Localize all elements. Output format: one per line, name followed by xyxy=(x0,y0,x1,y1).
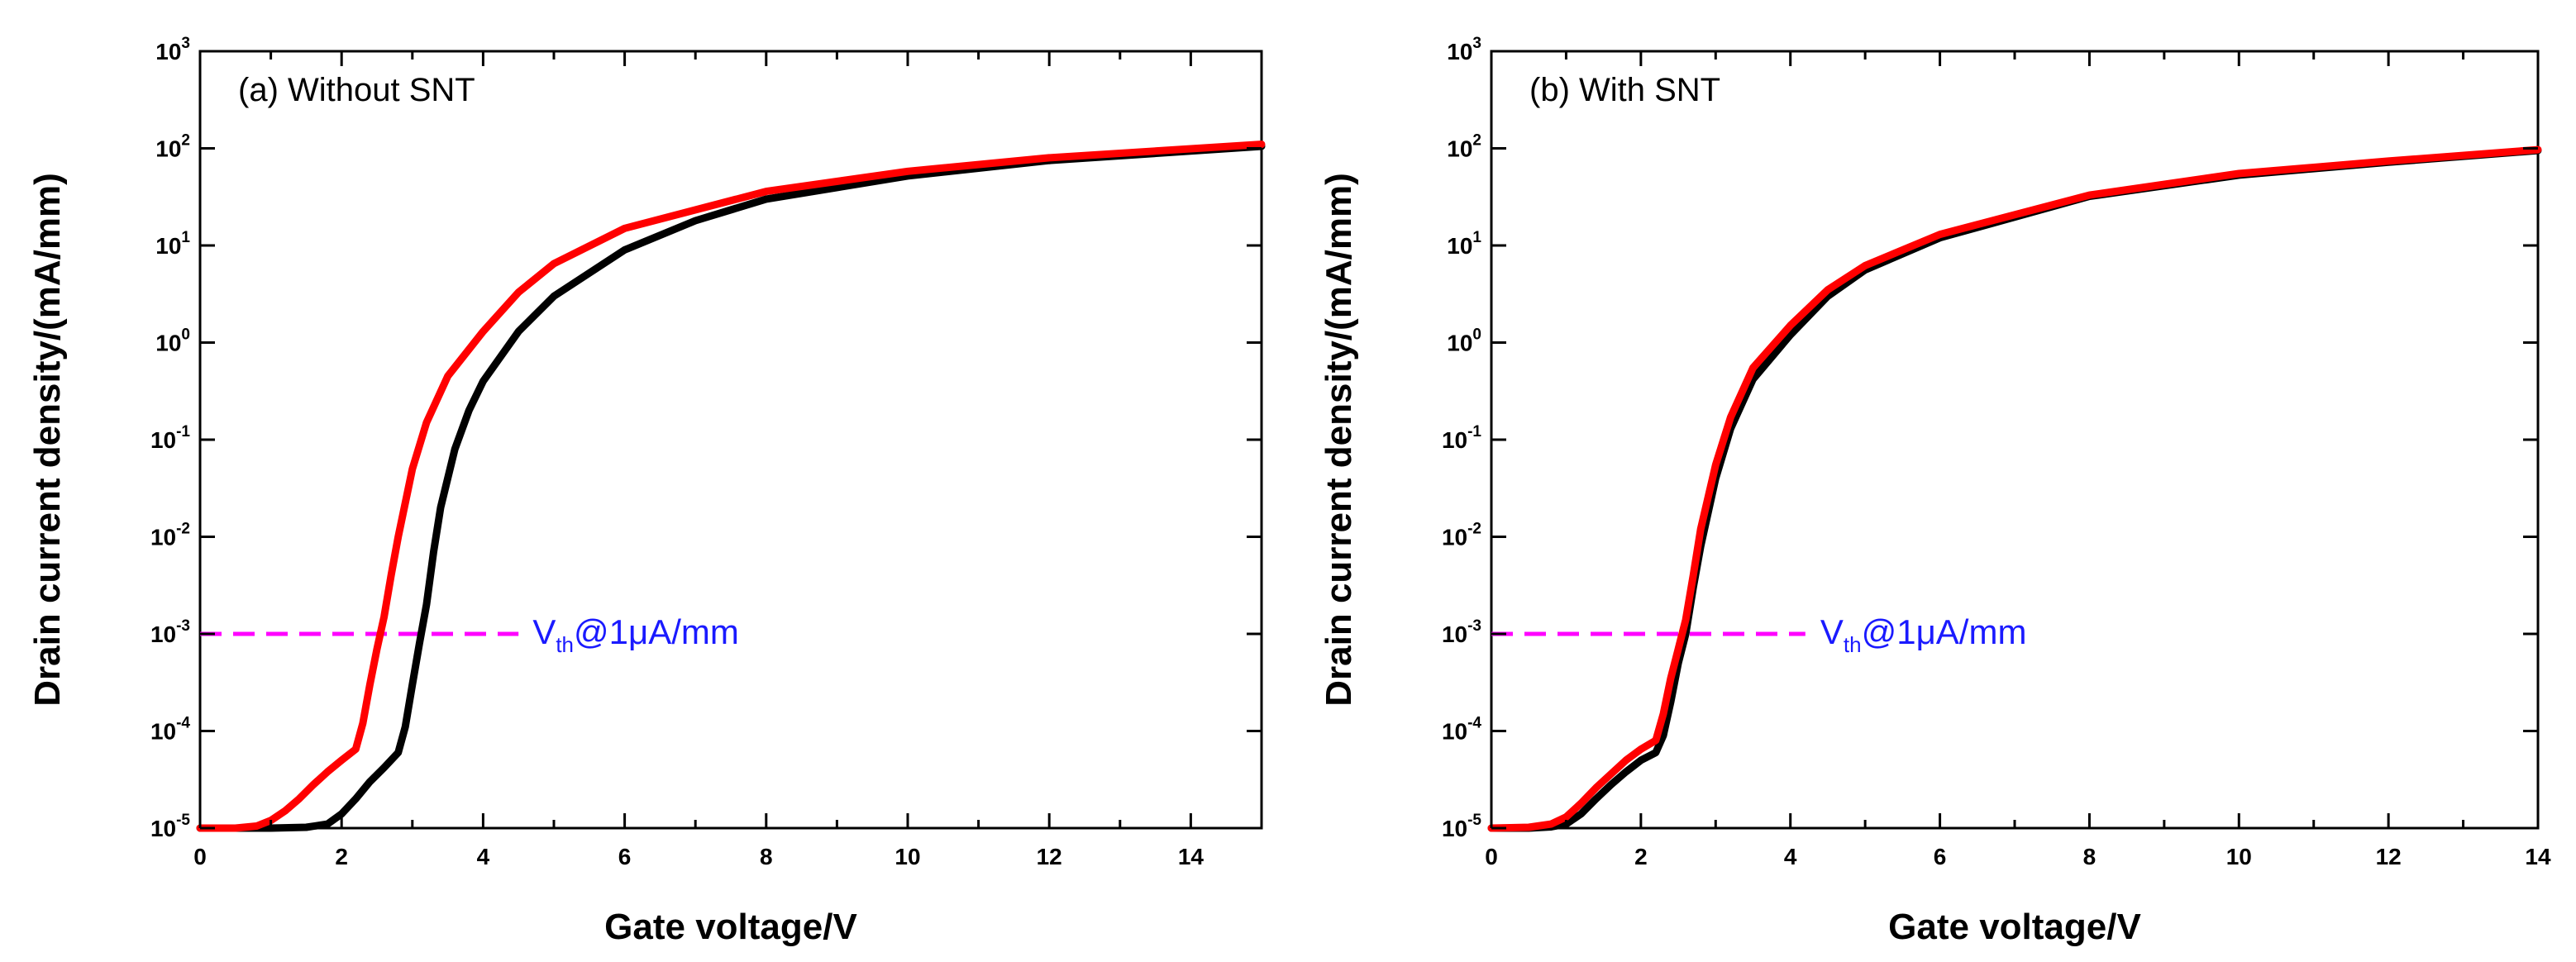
y-tick-label: 10-5 xyxy=(150,812,190,841)
y-tick-label: 10-4 xyxy=(1442,715,1481,745)
panel-b: 0 2 4 6 8 10 12 14 10-5 10-4 10-3 10-2 10-1 100 101 102… xyxy=(1319,35,2551,947)
x-tick-label: 10 xyxy=(2226,844,2252,869)
series-red-line xyxy=(196,140,1266,832)
x-tick-label: 4 xyxy=(477,844,490,869)
panel-a-vth-annotation: Vth@1μA/mm xyxy=(532,612,739,657)
panel-b-plot-area xyxy=(1490,50,2540,830)
y-tick-label: 10-5 xyxy=(1442,812,1481,841)
x-tick-label: 14 xyxy=(1178,844,1205,869)
x-tick-label: 8 xyxy=(2083,844,2097,869)
x-tick-label: 2 xyxy=(1634,844,1648,869)
y-tick-label: 103 xyxy=(155,35,190,64)
x-tick-label: 6 xyxy=(618,844,632,869)
x-tick-label: 0 xyxy=(1485,844,1498,869)
panel-a-title: (a) Without SNT xyxy=(238,72,475,108)
y-tick-label: 101 xyxy=(1447,229,1481,259)
y-tick-label: 103 xyxy=(1447,35,1481,64)
y-tick-label: 102 xyxy=(1447,132,1481,162)
vth-rest: @1μA/mm xyxy=(1862,612,2027,651)
series-black-line xyxy=(1487,146,2542,832)
vth-rest: @1μA/mm xyxy=(574,612,739,651)
vth-sub: th xyxy=(1844,632,1862,657)
y-tick-label: 10-2 xyxy=(150,521,190,550)
y-tick-label: 10-1 xyxy=(1442,423,1481,453)
y-tick-label: 10-2 xyxy=(1442,521,1481,550)
x-tick-label: 12 xyxy=(2376,844,2402,869)
x-tick-label: 0 xyxy=(193,844,207,869)
panel-b-title: (b) With SNT xyxy=(1529,72,1720,108)
panel-a-xlabel: Gate voltage/V xyxy=(604,907,857,947)
vth-main: V xyxy=(532,612,556,651)
x-tick-label: 4 xyxy=(1784,844,1797,869)
panel-b-vth-annotation: Vth@1μA/mm xyxy=(1820,612,2027,657)
y-tick-label: 102 xyxy=(155,132,190,162)
panel-a: 0 2 4 6 8 10 12 14 10-5 10-4 10-3 10-2 10-1 100 101 102… xyxy=(27,35,1266,947)
y-tick-label: 10-4 xyxy=(150,715,190,745)
series-red-line xyxy=(1487,145,2542,832)
y-tick-label: 101 xyxy=(155,229,190,259)
x-tick-label: 14 xyxy=(2525,844,2551,869)
y-tick-label: 10-3 xyxy=(150,617,190,647)
y-tick-label: 10-1 xyxy=(150,423,190,453)
y-tick-label: 100 xyxy=(1447,326,1481,356)
panel-a-plot-area xyxy=(198,50,1263,830)
vth-main: V xyxy=(1820,612,1844,651)
y-tick-label: 10-3 xyxy=(1442,617,1481,647)
y-tick-label: 100 xyxy=(155,326,190,356)
series-black-line xyxy=(196,142,1266,832)
x-tick-label: 2 xyxy=(335,844,348,869)
panel-b-ylabel: Drain current density/(mA/mm) xyxy=(1319,173,1359,706)
x-tick-label: 6 xyxy=(1934,844,1947,869)
vth-sub: th xyxy=(556,632,574,657)
x-tick-label: 10 xyxy=(894,844,920,869)
panel-a-ylabel: Drain current density/(mA/mm) xyxy=(27,173,68,706)
x-tick-label: 12 xyxy=(1037,844,1062,869)
panel-b-xlabel: Gate voltage/V xyxy=(1888,907,2141,947)
x-tick-label: 8 xyxy=(760,844,773,869)
